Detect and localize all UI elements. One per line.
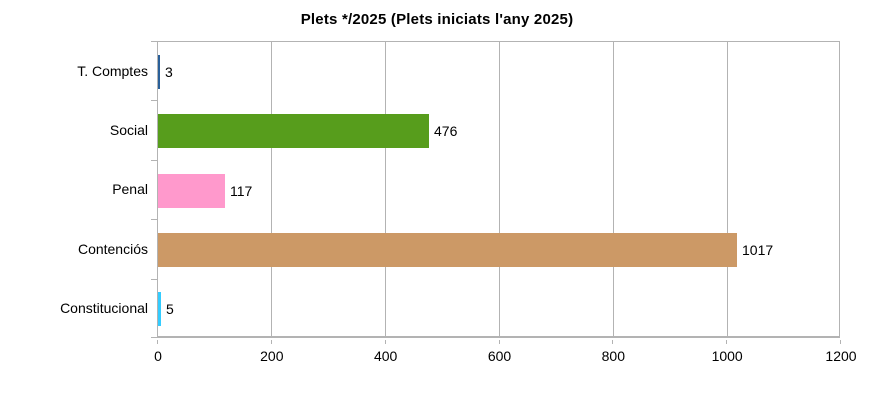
gridline [499, 42, 500, 336]
x-tick-label: 0 [154, 348, 162, 364]
category-label: Social [109, 122, 148, 139]
category-label: Penal [112, 181, 148, 198]
x-tick-label: 1200 [825, 348, 857, 364]
value-label: 117 [230, 182, 253, 199]
category-label: T. Comptes [77, 62, 148, 79]
x-tick-label: 200 [260, 348, 284, 364]
y-axis-tick [151, 279, 157, 280]
x-axis-tick [270, 340, 272, 344]
bar-t-comptes [158, 54, 160, 89]
x-axis-tick [840, 340, 841, 344]
y-axis-tick [151, 160, 157, 161]
x-axis-tick [384, 340, 386, 344]
gridline [385, 42, 387, 336]
x-axis-tick [157, 340, 158, 344]
y-axis-tick [151, 219, 157, 220]
chart-title: Plets */2025 (Plets iniciats l'any 2025) [300, 11, 574, 28]
gridline [271, 42, 273, 336]
y-axis-tick [151, 100, 157, 101]
x-tick-label: 1000 [711, 348, 743, 364]
y-axis-tick [151, 41, 157, 42]
y-axis-tick [151, 337, 157, 338]
value-label: 476 [434, 123, 458, 140]
bar-constitucional [158, 292, 161, 327]
bar-penal [158, 173, 225, 208]
x-axis-tick [612, 340, 614, 344]
x-axis-tick [498, 340, 500, 344]
x-tick-label: 600 [487, 348, 512, 364]
x-axis-tick [726, 340, 728, 344]
value-label: 3 [165, 63, 173, 80]
x-tick-label: 800 [601, 348, 626, 364]
gridline [612, 42, 614, 336]
bar-social [158, 114, 429, 149]
bar-contenci-s [158, 232, 737, 267]
value-label: 1017 [742, 241, 774, 258]
gridline [726, 42, 728, 336]
value-label: 5 [166, 301, 174, 318]
category-label: Contenciós [77, 240, 148, 257]
x-tick-label: 400 [373, 348, 398, 364]
plot-area: 3 476 117 1017 5 [157, 41, 840, 338]
category-label: Constitucional [60, 300, 148, 317]
